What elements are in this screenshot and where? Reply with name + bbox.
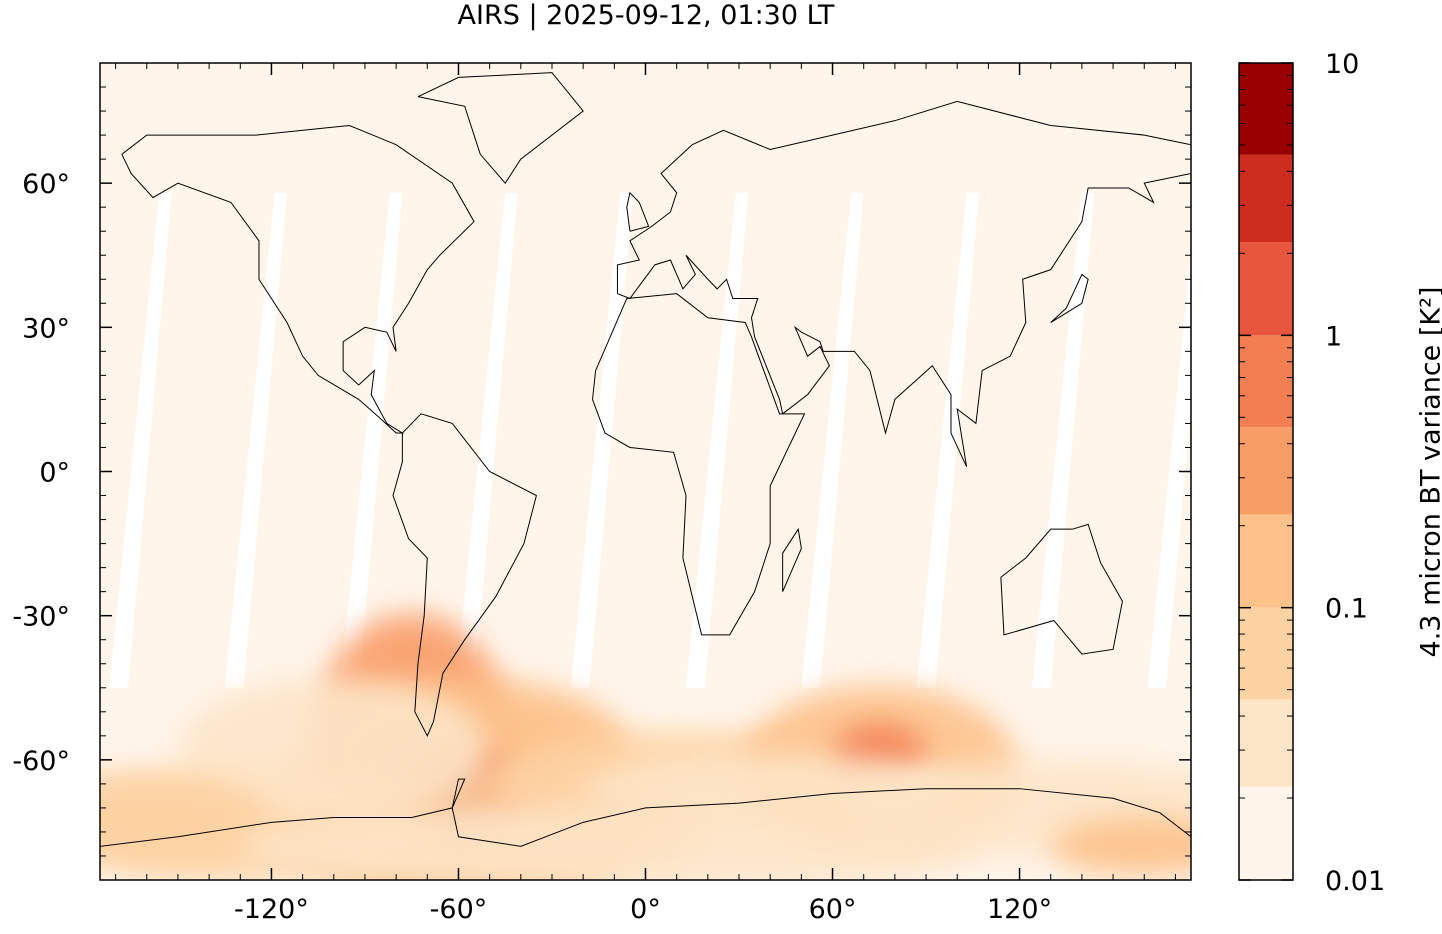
colorbar-tick-label: 0.01 [1325,866,1385,897]
colorbar-band [1239,63,1293,155]
colorbar-label: 4.3 micron BT variance [K²] [1416,287,1442,658]
colorbar-tick-label: 1 [1325,321,1342,352]
x-tick-label: 120° [987,894,1052,925]
variance-blob [1051,818,1237,876]
colorbar-band [1239,514,1293,607]
y-tick-label: -30° [12,602,70,633]
colorbar-band [1239,242,1293,335]
colorbar-band [1239,787,1293,880]
colorbar-band [1239,155,1293,242]
x-tick-label: 0° [630,894,661,925]
variance-blob [584,753,956,825]
colorbar-tick-label: 10 [1325,49,1359,80]
map-title: AIRS | 2025-09-12, 01:30 LT [458,0,835,31]
colorbar-band [1239,427,1293,514]
x-tick-label: -60° [430,894,488,925]
variance-blob [23,770,271,866]
y-tick-label: 0° [39,458,70,489]
colorbar-band [1239,335,1293,427]
y-tick-label: 30° [22,313,70,344]
map-area [23,63,1268,904]
x-tick-label: 60° [809,894,857,925]
colorbar-band [1239,608,1293,700]
y-tick-label: -60° [12,746,70,777]
colorbar-tick-label: 0.1 [1325,594,1368,625]
x-tick-label: -120° [234,894,309,925]
colorbar-band [1239,700,1293,787]
y-tick-label: 60° [22,169,70,200]
